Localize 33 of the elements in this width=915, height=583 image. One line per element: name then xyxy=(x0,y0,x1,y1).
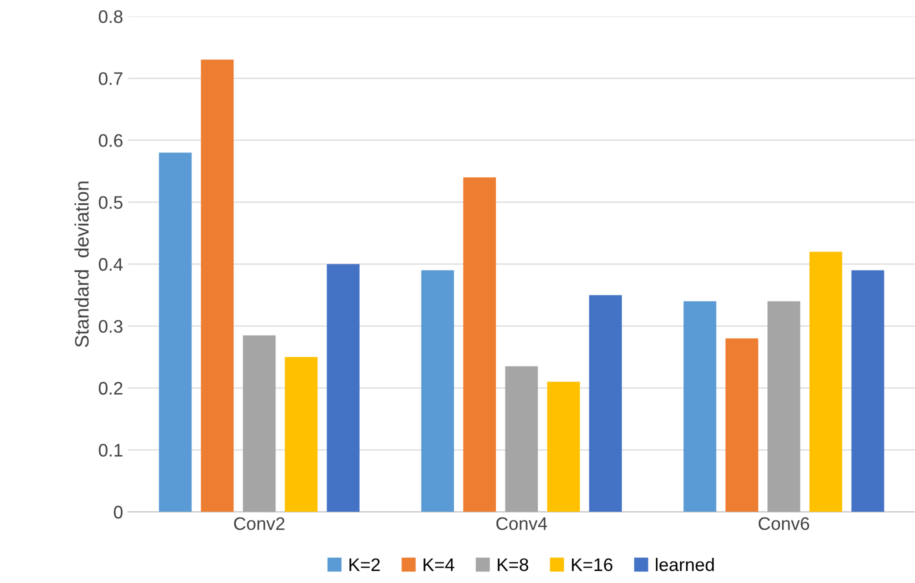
bar xyxy=(242,335,276,512)
bar xyxy=(505,366,538,512)
bar xyxy=(200,60,234,512)
bar xyxy=(684,301,716,512)
x-tick-label: Conv4 xyxy=(496,517,548,530)
bar xyxy=(284,357,318,512)
bar xyxy=(589,295,622,512)
legend-label: K=8 xyxy=(498,558,528,572)
legend-label: K=16 xyxy=(572,558,612,572)
bar xyxy=(326,264,360,512)
x-tick-label: Conv2 xyxy=(234,517,284,530)
bar xyxy=(421,270,454,512)
y-tick-label: 0.8 xyxy=(98,10,122,24)
legend-label: K=4 xyxy=(424,558,454,571)
bar xyxy=(809,252,842,512)
y-tick-label: 0 xyxy=(114,506,123,519)
y-tick-label: 0.2 xyxy=(98,382,122,395)
y-tick-label: 0.6 xyxy=(98,134,122,147)
bar xyxy=(767,301,800,512)
bar xyxy=(463,177,496,512)
bar xyxy=(158,152,192,512)
y-tick-label: 0.1 xyxy=(98,444,122,457)
bar xyxy=(547,382,580,512)
y-axis-title: Standard deviation xyxy=(74,182,89,347)
y-tick-label: 0.5 xyxy=(98,196,122,209)
y-tick-label: 0.4 xyxy=(98,258,123,271)
x-tick-label: Conv6 xyxy=(758,517,810,530)
legend-label: learned xyxy=(656,558,714,572)
bar xyxy=(726,338,758,512)
bar xyxy=(851,270,884,512)
y-tick-label: 0.3 xyxy=(98,320,122,333)
legend-label: K=2 xyxy=(350,558,380,571)
y-tick-label: 0.7 xyxy=(98,72,122,85)
